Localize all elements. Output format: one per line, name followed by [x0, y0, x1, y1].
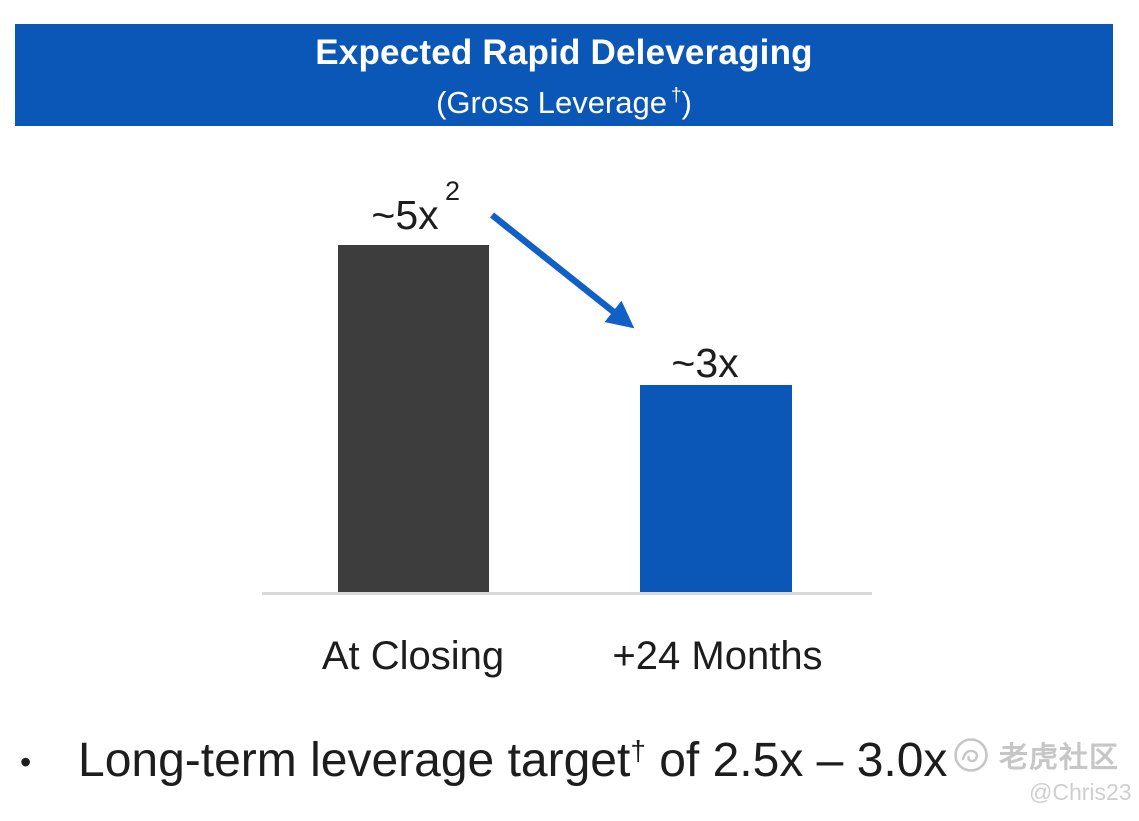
bar-24-months	[640, 385, 792, 593]
bullet-text-main: Long-term leverage target	[78, 734, 631, 787]
bar-chart: ~5x 2 ~3x At Closing +24 Months	[0, 126, 1139, 686]
x-label-24-months: +24 Months	[612, 634, 823, 678]
dagger-footnote-marker: †	[670, 85, 682, 106]
header-subtitle-close: )	[681, 85, 692, 120]
header-title: Expected Rapid Deleveraging	[315, 33, 813, 72]
bullet-text-rest: of 2.5x – 3.0x	[645, 734, 948, 787]
value-label-at-closing: ~5x	[371, 192, 439, 238]
watermark-handle: @Chris23	[1029, 779, 1132, 805]
header-subtitle: (Gross Leverage †)	[15, 75, 1113, 124]
header-subtitle-text: (Gross Leverage	[436, 85, 667, 120]
value-label-24-months: ~3x	[671, 340, 739, 386]
x-label-at-closing: At Closing	[321, 634, 505, 678]
deleveraging-arrow-icon	[489, 212, 635, 329]
slide-header: Expected Rapid Deleveraging (Gross Lever…	[15, 24, 1113, 126]
dagger-superscript: †	[630, 735, 646, 766]
axis-baseline	[262, 592, 872, 595]
bullet-marker: •	[20, 744, 32, 780]
bullet-text: Long-term leverage target† of 2.5x – 3.0…	[78, 733, 947, 788]
tiger-logo-icon	[954, 738, 988, 772]
bar-at-closing	[338, 245, 489, 593]
footnote-ref-2: 2	[445, 176, 461, 206]
watermark-brand: 老虎社区	[999, 742, 1120, 774]
